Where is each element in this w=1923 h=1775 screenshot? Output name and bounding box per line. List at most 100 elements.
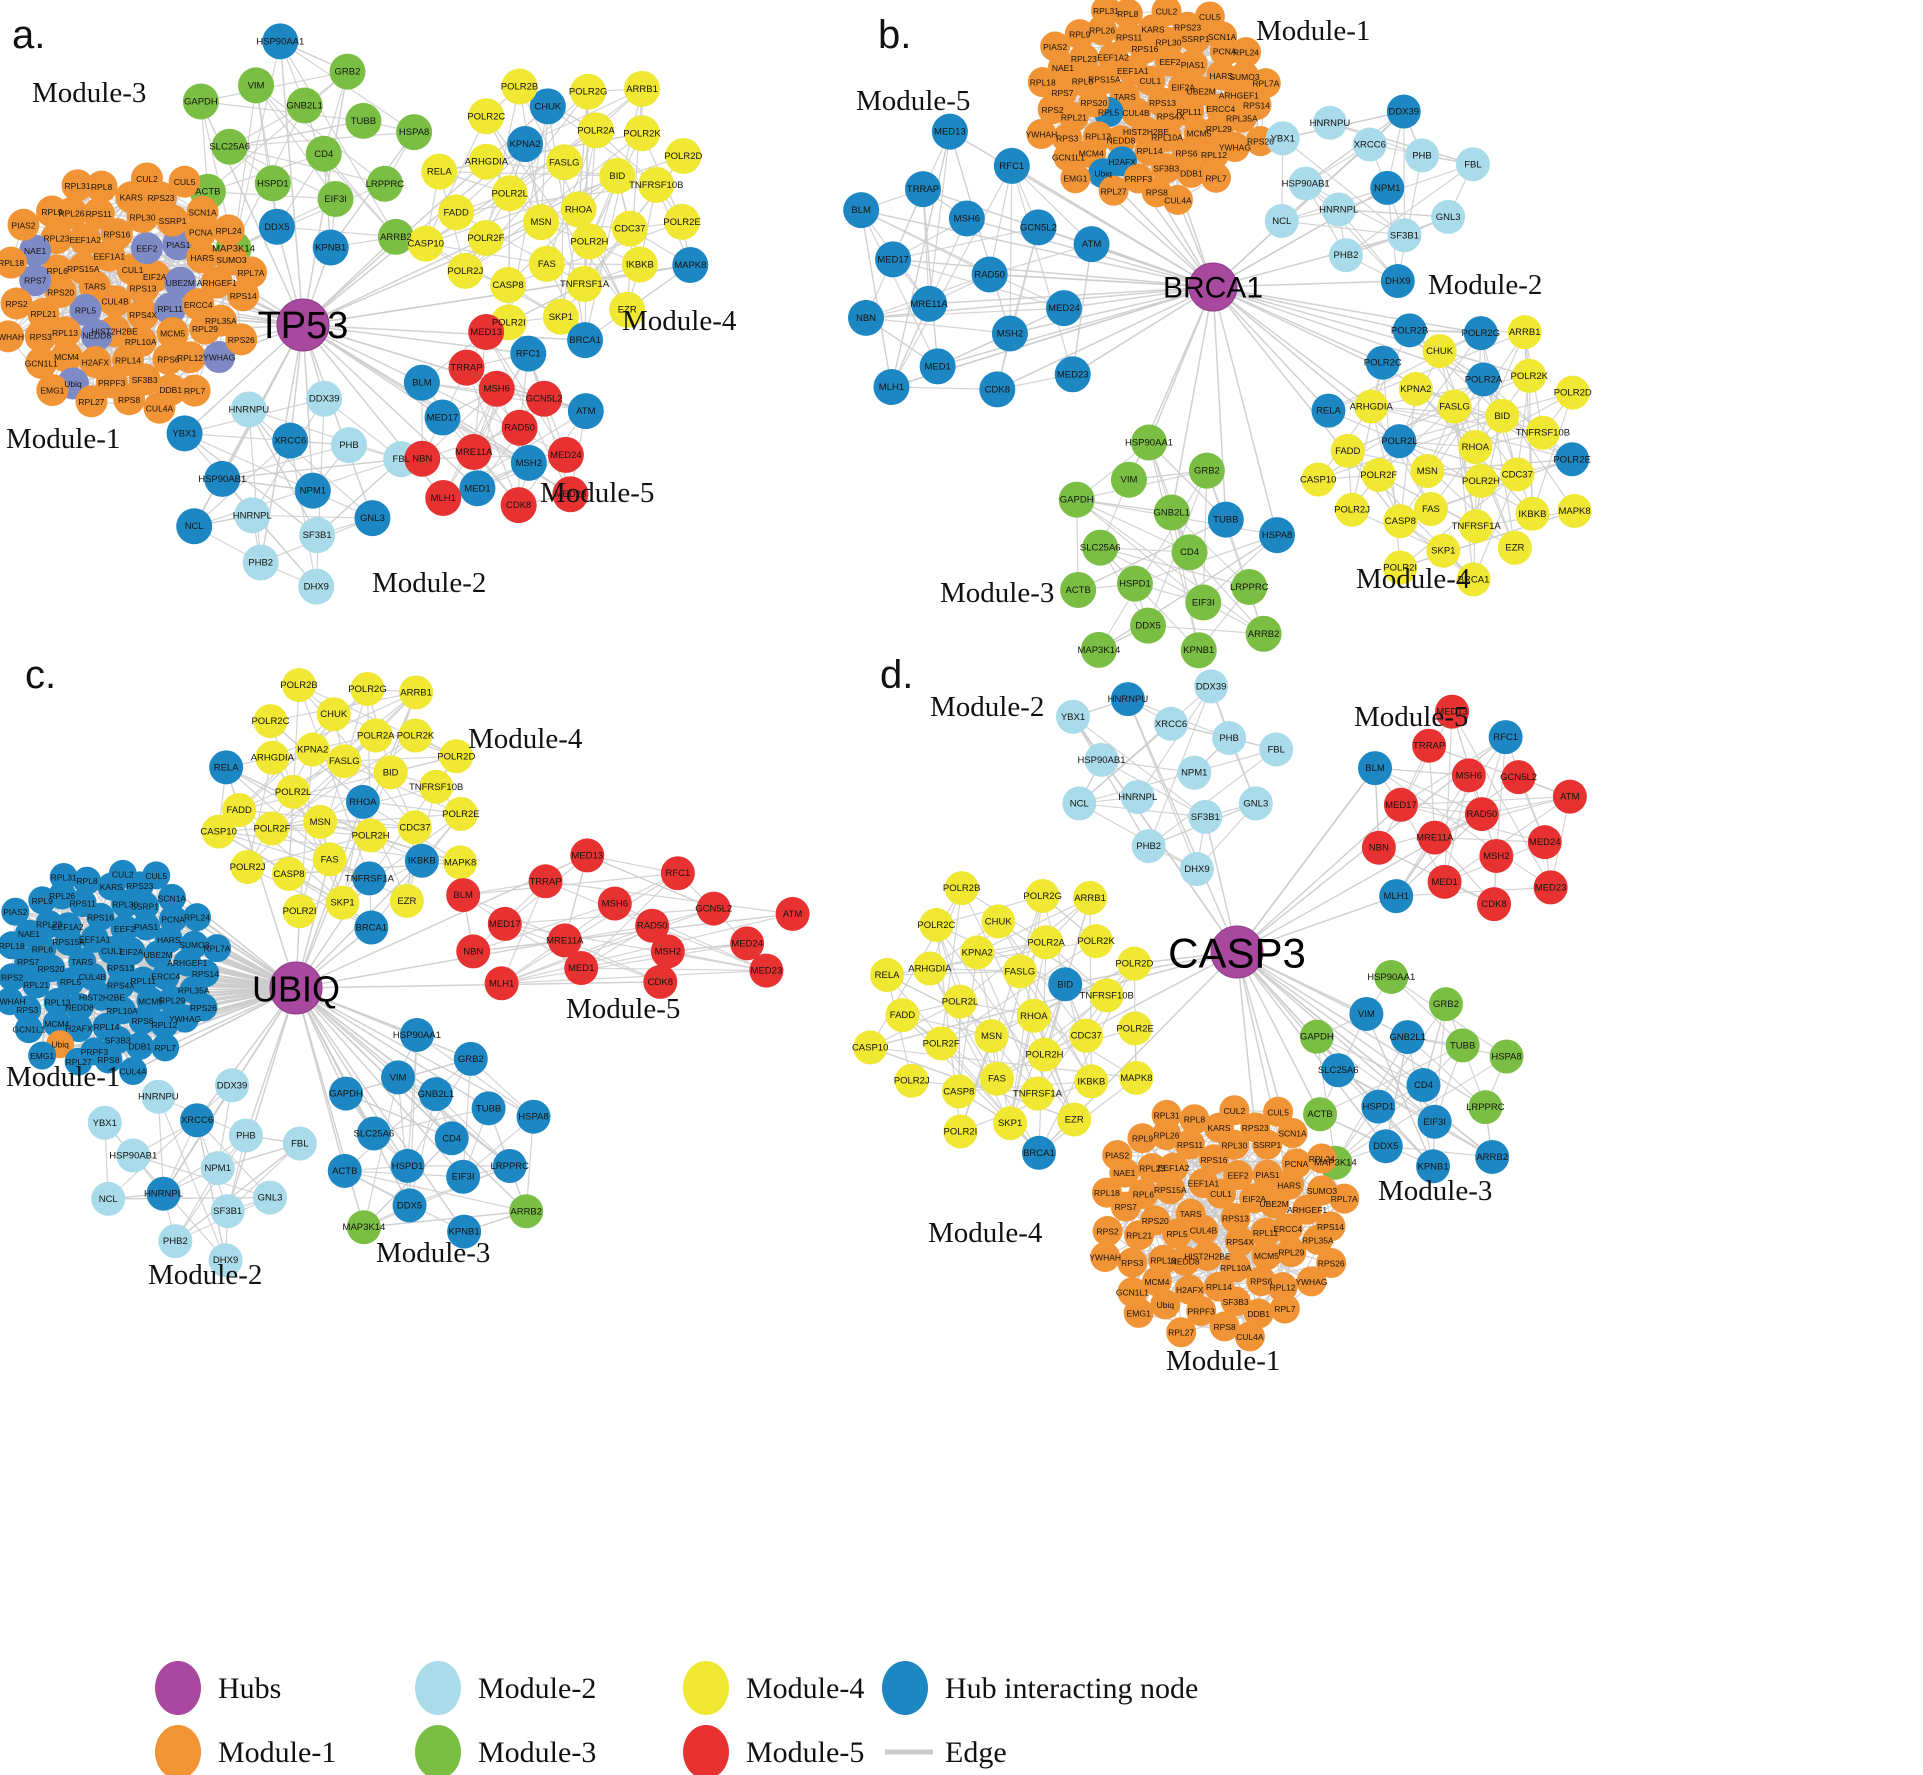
node-PHB2[interactable] — [1131, 829, 1166, 864]
node-RPL7[interactable] — [1200, 162, 1231, 193]
node-POLR2C[interactable] — [253, 704, 288, 739]
node-PHB[interactable] — [228, 1118, 263, 1153]
node-NBN[interactable] — [848, 299, 885, 336]
node-HIST2H2BE[interactable] — [87, 982, 116, 1011]
node-TNFRSF1A[interactable] — [566, 265, 603, 302]
node-RPS7[interactable] — [19, 264, 52, 297]
node-EEF1A2[interactable] — [69, 223, 102, 256]
node-SF3B3[interactable] — [1220, 1286, 1251, 1317]
node-EEF2[interactable] — [1223, 1160, 1254, 1191]
node-SLC25A6[interactable] — [211, 128, 248, 165]
node-MED24[interactable] — [1045, 290, 1082, 327]
node-KPNA2[interactable] — [507, 126, 544, 163]
node-YWHAH[interactable] — [0, 320, 25, 353]
node-GNB2L1[interactable] — [1390, 1020, 1425, 1055]
node-EZR[interactable] — [389, 883, 424, 918]
node-RPL12[interactable] — [174, 341, 207, 374]
node-GRB2[interactable] — [1188, 452, 1225, 489]
node-RPL18[interactable] — [0, 246, 28, 279]
node-PRPF3[interactable] — [1186, 1295, 1217, 1326]
node-EZR[interactable] — [1497, 530, 1532, 565]
node-ATM[interactable] — [1552, 779, 1587, 814]
node-BRCA1[interactable] — [1456, 562, 1491, 597]
node-RPL7A[interactable] — [1250, 68, 1281, 99]
node-EMG1[interactable] — [1060, 163, 1091, 194]
node-MCM4[interactable] — [42, 1009, 71, 1038]
node-RAD50[interactable] — [971, 256, 1008, 293]
node-GNL3[interactable] — [252, 1180, 287, 1215]
node-EEF2[interactable] — [130, 232, 163, 265]
node-POLR2K[interactable] — [1079, 924, 1114, 959]
node-DHX9[interactable] — [1179, 852, 1214, 887]
node-CUL4A[interactable] — [119, 1057, 148, 1086]
node-POLR2F[interactable] — [467, 220, 504, 257]
node-CASP10[interactable] — [1301, 462, 1336, 497]
node-MED24[interactable] — [730, 926, 765, 961]
node-GNL3[interactable] — [1238, 786, 1273, 821]
node-EIF2A[interactable] — [117, 937, 146, 966]
node-RPL7[interactable] — [178, 374, 211, 407]
node-BLM[interactable] — [843, 192, 880, 229]
node-YWHAG[interactable] — [1296, 1266, 1327, 1297]
node-SCN1A[interactable] — [1277, 1118, 1308, 1149]
node-DHX9[interactable] — [1380, 264, 1415, 299]
node-POLR2I[interactable] — [943, 1114, 978, 1149]
node-EEF1A1[interactable] — [80, 924, 109, 953]
node-RAD50[interactable] — [1464, 797, 1499, 832]
node-EMG1[interactable] — [28, 1041, 57, 1070]
node-RELA[interactable] — [1311, 393, 1346, 428]
node-NPM1[interactable] — [294, 472, 331, 509]
node-VIM[interactable] — [381, 1060, 416, 1095]
node-FAS[interactable] — [979, 1061, 1014, 1096]
node-YWHAG[interactable] — [1219, 131, 1250, 162]
node-MRE11A[interactable] — [1417, 820, 1452, 855]
node-MED17[interactable] — [487, 906, 522, 941]
node-ARHGDIA[interactable] — [255, 740, 290, 775]
node-MSH6[interactable] — [597, 886, 632, 921]
node-PHB2[interactable] — [158, 1224, 193, 1259]
node-MED23[interactable] — [1054, 356, 1091, 393]
node-YBX1[interactable] — [1265, 121, 1300, 156]
node-POLR2H[interactable] — [1027, 1037, 1062, 1072]
node-CUL5[interactable] — [168, 165, 201, 198]
node-RPL21[interactable] — [1124, 1220, 1155, 1251]
node-HSP90AB1[interactable] — [1084, 742, 1119, 777]
node-HSP90AB1[interactable] — [116, 1138, 151, 1173]
node-TNFRSF10B[interactable] — [638, 166, 675, 203]
node-RELA[interactable] — [421, 153, 458, 190]
node-HSPA8[interactable] — [396, 114, 433, 151]
node-POLR2K[interactable] — [624, 115, 661, 152]
node-CUL2[interactable] — [1151, 0, 1182, 26]
node-IKBKB[interactable] — [1515, 496, 1550, 531]
node-MED24[interactable] — [1527, 825, 1562, 860]
node-MED17[interactable] — [1383, 787, 1418, 822]
node-GAPDH[interactable] — [1058, 481, 1095, 518]
node-POLR2D[interactable] — [1555, 375, 1590, 410]
node-RPS2[interactable] — [0, 963, 27, 992]
node-RPS3[interactable] — [24, 320, 57, 353]
node-RAD50[interactable] — [635, 908, 670, 943]
node-TNFRSF1A[interactable] — [1020, 1076, 1055, 1111]
node-FADD[interactable] — [1330, 433, 1365, 468]
node-RPL9[interactable] — [36, 195, 69, 228]
node-ARRB1[interactable] — [624, 70, 661, 107]
node-RPL5[interactable] — [56, 967, 85, 996]
node-CDK8[interactable] — [1477, 887, 1512, 922]
node-CASP8[interactable] — [1383, 504, 1418, 539]
node-GCN5L2[interactable] — [1501, 760, 1536, 795]
node-MSN[interactable] — [303, 804, 338, 839]
node-EIF3I[interactable] — [1417, 1104, 1452, 1139]
node-FAS[interactable] — [1413, 491, 1448, 526]
node-FASLG[interactable] — [1002, 954, 1037, 989]
node-PCNA[interactable] — [159, 904, 188, 933]
node-EIF3I[interactable] — [1185, 584, 1222, 621]
node-MED1[interactable] — [459, 470, 496, 507]
node-CHUK[interactable] — [1422, 334, 1457, 369]
node-NEDD8[interactable] — [65, 993, 94, 1022]
node-GAPDH[interactable] — [328, 1076, 363, 1111]
hub-node-CASP3[interactable] — [1210, 925, 1264, 979]
node-SLC25A6[interactable] — [356, 1116, 391, 1151]
node-POLR2L[interactable] — [1382, 424, 1417, 459]
node-RPL18[interactable] — [0, 931, 26, 960]
node-HNRNPU[interactable] — [230, 391, 267, 428]
